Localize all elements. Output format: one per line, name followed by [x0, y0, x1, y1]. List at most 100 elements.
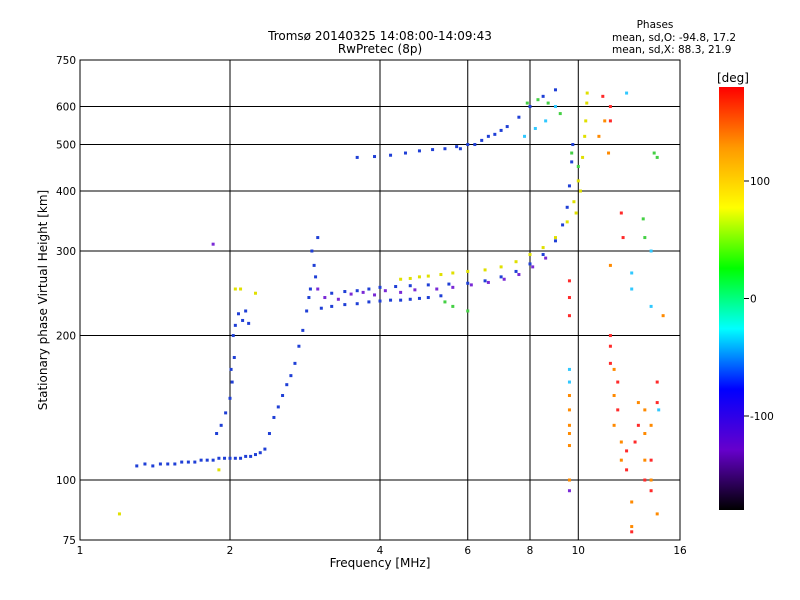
- data-point: [466, 143, 470, 147]
- x-tick-label: 8: [527, 545, 534, 557]
- data-point: [305, 309, 309, 313]
- data-point: [473, 143, 477, 147]
- data-point: [567, 380, 571, 384]
- data-point: [426, 296, 430, 300]
- data-point: [180, 460, 184, 464]
- y-axis-label: Stationary phase Virtual Height [km]: [36, 190, 50, 410]
- data-point: [466, 281, 470, 285]
- data-point: [229, 367, 233, 371]
- data-point: [330, 304, 334, 308]
- data-point: [630, 525, 634, 529]
- data-point: [514, 260, 518, 264]
- data-point: [601, 94, 605, 98]
- data-point: [643, 458, 647, 462]
- data-point: [603, 119, 607, 123]
- data-point: [367, 287, 371, 291]
- data-point: [570, 151, 574, 155]
- chart-title: Tromsø 20140325 14:08:00-14:09:43: [267, 29, 492, 43]
- data-point: [117, 512, 121, 516]
- data-point: [426, 283, 430, 287]
- colorbar-label: [deg]: [717, 71, 749, 85]
- data-point: [417, 149, 421, 153]
- y-tick-label: 750: [56, 55, 76, 67]
- phases-title: Phases: [637, 19, 674, 31]
- data-point: [312, 263, 316, 267]
- data-point: [199, 458, 203, 462]
- y-axis: 75 100 200 300 400 500 600 750: [56, 55, 76, 547]
- x-axis-label: Frequency [MHz]: [330, 556, 431, 570]
- data-point: [630, 500, 634, 504]
- data-point: [657, 408, 661, 412]
- data-point: [553, 88, 557, 92]
- x-tick-label: 6: [464, 545, 471, 557]
- data-point: [343, 303, 347, 307]
- data-point: [151, 464, 155, 468]
- data-point: [517, 273, 521, 277]
- data-point: [541, 94, 545, 98]
- data-point: [655, 512, 659, 516]
- data-point: [607, 151, 611, 155]
- y-tick-label: 500: [56, 140, 76, 152]
- data-point: [417, 296, 421, 300]
- data-point: [258, 451, 262, 455]
- data-point: [612, 394, 616, 398]
- data-point: [451, 285, 455, 289]
- data-point: [253, 291, 257, 295]
- data-point: [565, 220, 569, 224]
- data-point: [451, 271, 455, 275]
- chart-subtitle: RwPretec (8p): [338, 42, 422, 56]
- data-point: [528, 253, 532, 257]
- colorbar-tick-label: 100: [750, 176, 770, 188]
- data-point: [135, 464, 139, 468]
- data-point: [612, 367, 616, 371]
- data-point: [567, 394, 571, 398]
- data-point: [426, 274, 430, 278]
- data-point: [143, 462, 147, 466]
- data-point: [533, 126, 537, 130]
- data-point: [389, 153, 393, 157]
- scatter-points: [117, 88, 665, 534]
- data-point: [597, 134, 601, 138]
- y-tick-label: 400: [56, 186, 76, 198]
- y-tick-label: 600: [56, 102, 76, 114]
- data-point: [158, 462, 162, 466]
- data-point: [308, 287, 312, 291]
- data-point: [173, 462, 177, 466]
- data-point: [361, 290, 365, 294]
- data-point: [239, 456, 243, 460]
- data-point: [186, 460, 190, 464]
- data-point: [619, 211, 623, 215]
- data-point: [649, 304, 653, 308]
- data-point: [612, 423, 616, 427]
- data-point: [267, 432, 271, 436]
- data-point: [439, 273, 443, 277]
- data-point: [630, 287, 634, 291]
- data-point: [567, 314, 571, 318]
- data-point: [224, 411, 228, 415]
- data-point: [431, 148, 435, 152]
- data-point: [574, 211, 578, 215]
- data-point: [451, 304, 455, 308]
- x-tick-label: 10: [572, 545, 585, 557]
- data-point: [435, 287, 439, 291]
- data-point: [253, 453, 257, 457]
- data-point: [330, 291, 334, 295]
- data-point: [349, 292, 353, 296]
- data-point: [236, 312, 240, 316]
- data-point: [499, 128, 503, 132]
- data-point: [541, 253, 545, 257]
- data-point: [608, 263, 612, 267]
- data-point: [561, 223, 565, 227]
- data-point: [263, 447, 267, 451]
- data-point: [531, 265, 535, 269]
- data-point: [572, 200, 576, 204]
- x-tick-label: 16: [673, 545, 687, 557]
- data-point: [469, 283, 473, 287]
- data-point: [625, 468, 629, 472]
- data-point: [567, 408, 571, 412]
- data-point: [583, 134, 587, 138]
- data-point: [655, 380, 659, 384]
- data-point: [373, 155, 377, 159]
- data-point: [285, 383, 289, 387]
